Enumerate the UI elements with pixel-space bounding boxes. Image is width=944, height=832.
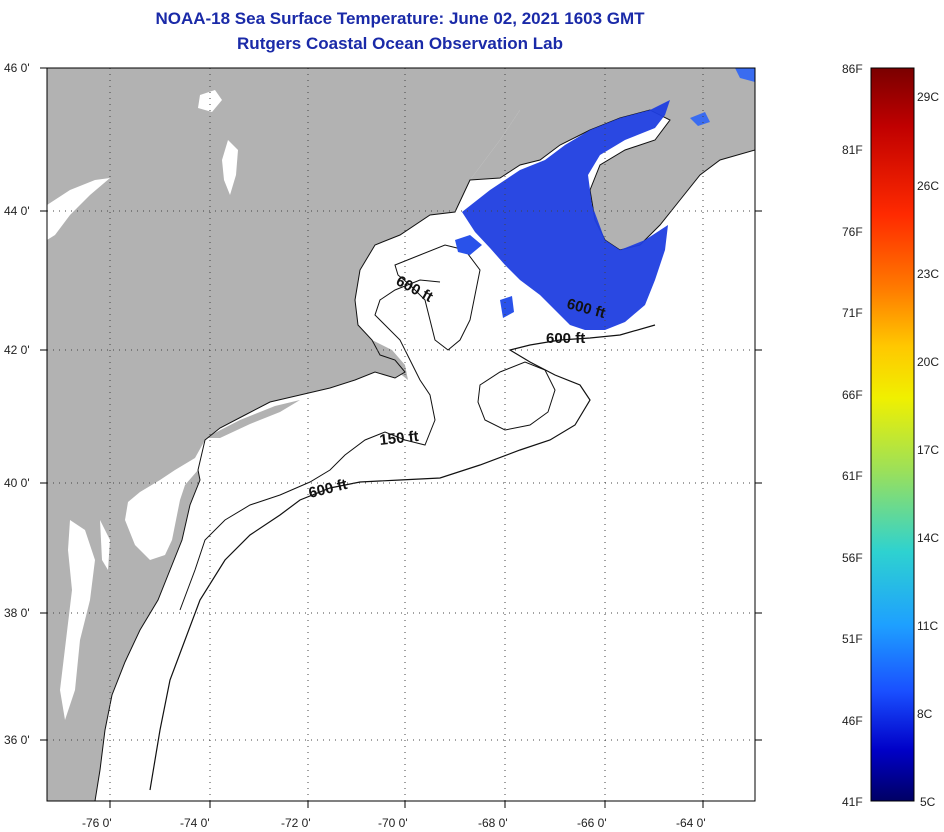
lat-label: 42 0' bbox=[4, 343, 30, 357]
land-us-mainland bbox=[47, 68, 520, 801]
lon-label: -74 0' bbox=[180, 816, 210, 830]
sst-data-patch bbox=[500, 296, 514, 318]
shelf-contour-600ft bbox=[149, 324, 656, 791]
sst-data-patch bbox=[455, 235, 482, 255]
colorbar-f-label: 41F bbox=[842, 795, 863, 809]
lat-label: 44 0' bbox=[4, 204, 30, 218]
colorbar-f-label: 56F bbox=[842, 551, 863, 565]
gulf-maine-contour bbox=[394, 244, 481, 351]
inland-water bbox=[47, 178, 110, 240]
lat-label: 46 0' bbox=[4, 61, 30, 75]
contour-label: 600 ft bbox=[546, 330, 585, 347]
colorbar-f-label: 51F bbox=[842, 632, 863, 646]
colorbar-f-label: 76F bbox=[842, 225, 863, 239]
frame-ticks bbox=[40, 67, 762, 808]
land-long-island bbox=[205, 400, 300, 438]
colorbar-f-label: 66F bbox=[842, 388, 863, 402]
contour-label: 150 ft bbox=[379, 428, 420, 449]
lon-label: -68 0' bbox=[478, 816, 508, 830]
colorbar-f-label: 86F bbox=[842, 62, 863, 76]
lat-label: 38 0' bbox=[4, 606, 30, 620]
lon-label: -72 0' bbox=[281, 816, 311, 830]
colorbar-c-label: 23C bbox=[917, 267, 939, 281]
inland-water bbox=[60, 520, 95, 720]
inland-water bbox=[198, 90, 222, 112]
inland-water bbox=[222, 140, 238, 195]
lon-label: -66 0' bbox=[577, 816, 607, 830]
colorbar-c-label: 20C bbox=[917, 355, 939, 369]
land-canada bbox=[470, 68, 755, 250]
lon-label: -76 0' bbox=[82, 816, 112, 830]
map-subtitle: Rutgers Coastal Ocean Observation Lab bbox=[237, 34, 563, 53]
colorbar-c-label: 29C bbox=[917, 90, 939, 104]
colorbar-f-label: 46F bbox=[842, 714, 863, 728]
grid-lines bbox=[47, 68, 755, 801]
inland-water bbox=[100, 520, 110, 570]
colorbar-f-label: 71F bbox=[842, 306, 863, 320]
colorbar-c-label: 14C bbox=[917, 531, 939, 545]
colorbar-c-label: 26C bbox=[917, 179, 939, 193]
map-frame bbox=[46, 67, 756, 802]
colorbar-c-label: 17C bbox=[917, 443, 939, 457]
map-title: NOAA-18 Sea Surface Temperature: June 02… bbox=[155, 9, 645, 28]
lon-label: -64 0' bbox=[676, 816, 706, 830]
colorbar-f-label: 61F bbox=[842, 469, 863, 483]
sst-data-coverage bbox=[462, 100, 670, 330]
colorbar-c-label: 11C bbox=[917, 619, 938, 633]
temperature-colorbar bbox=[870, 67, 915, 802]
lon-label: -70 0' bbox=[378, 816, 408, 830]
colorbar-c-label: 5C bbox=[920, 795, 936, 809]
shelf-contour-150ft bbox=[179, 279, 441, 611]
sst-data-patch bbox=[735, 68, 755, 82]
colorbar-c-label: 8C bbox=[917, 707, 933, 721]
sst-data-patch bbox=[690, 112, 710, 126]
land-cape-cod bbox=[372, 340, 408, 380]
georges-bank-contour bbox=[477, 361, 556, 431]
colorbar-f-label: 81F bbox=[842, 143, 863, 157]
lat-label: 40 0' bbox=[4, 476, 30, 490]
lat-label: 36 0' bbox=[4, 733, 30, 747]
